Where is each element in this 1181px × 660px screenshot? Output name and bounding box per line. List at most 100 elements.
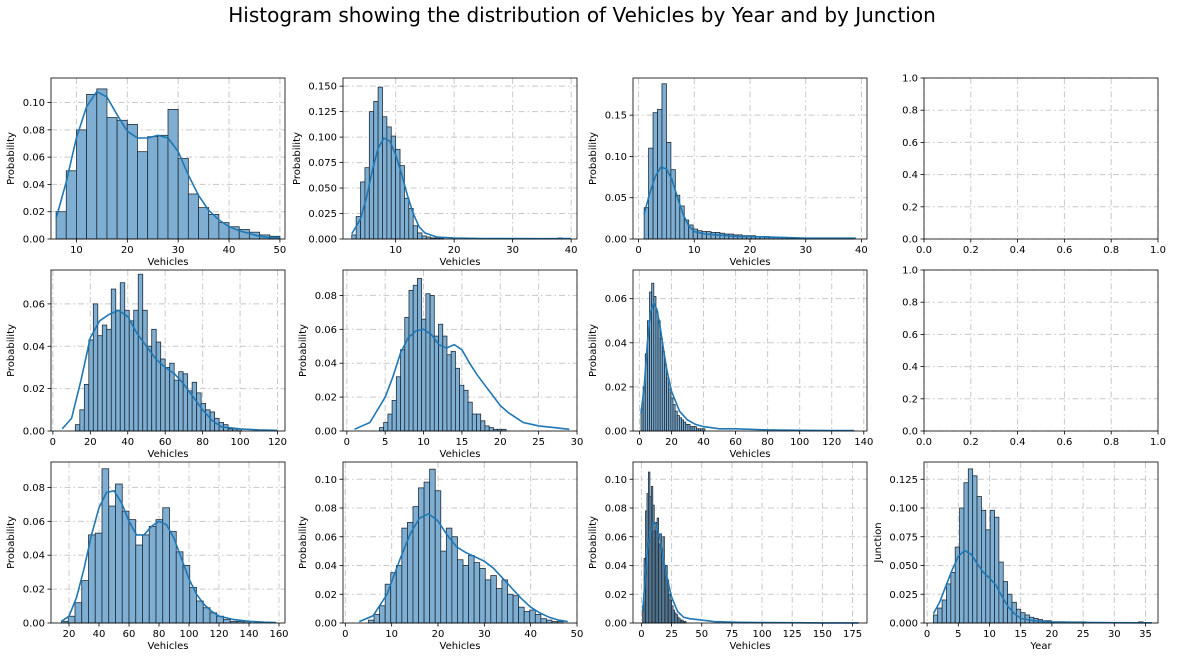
histogram-bar — [187, 193, 199, 240]
y-tick-label: 0.10 — [315, 475, 337, 486]
histogram-bar — [479, 567, 486, 624]
x-tick-label: 40 — [223, 245, 236, 256]
y-tick-label: 0.00 — [605, 619, 627, 630]
y-tick-label: 0.02 — [23, 384, 45, 395]
x-tick-label: 50 — [274, 245, 287, 256]
x-tick-label: 60 — [729, 437, 742, 448]
x-tick-label: 30 — [506, 245, 519, 256]
x-tick-label: 0.2 — [963, 245, 979, 256]
y-tick-label: 0.00 — [23, 619, 45, 630]
histogram-bar — [202, 607, 211, 624]
histogram-bar — [106, 117, 118, 240]
kde-line — [351, 137, 572, 240]
histogram-bar — [383, 422, 389, 432]
y-axis-label: Probability — [6, 132, 17, 185]
y-tick-label: 0.4 — [902, 362, 918, 373]
histogram-bar — [160, 358, 166, 432]
y-tick-label: 0.150 — [308, 82, 337, 93]
axes-frame — [50, 269, 286, 432]
y-tick-label: 0.100 — [889, 504, 918, 515]
x-tick-label: 0.8 — [1103, 437, 1119, 448]
x-tick-label: 140 — [854, 437, 873, 448]
y-tick-label: 0.05 — [605, 193, 627, 204]
axes-frame — [923, 77, 1159, 240]
kde-line — [358, 512, 568, 623]
histogram-bar — [373, 101, 379, 240]
x-tick-label: 25 — [1077, 629, 1090, 640]
kde-line — [643, 166, 856, 239]
histogram-bar — [116, 119, 128, 240]
y-tick-label: 0.06 — [605, 532, 627, 543]
histogram-bar — [459, 384, 465, 432]
subplot-grid: 10 20 30 40 500.000.020.040.060.080.10Vehicl… — [6, 74, 1166, 653]
histogram-bar — [135, 544, 143, 624]
y-axis-label: Probability — [298, 516, 309, 569]
histogram-bar — [155, 341, 162, 432]
histogram-bar — [418, 487, 425, 624]
histogram-bar — [379, 605, 386, 624]
y-tick-label: 0.02 — [23, 585, 45, 596]
x-tick-label: 25 — [532, 437, 545, 448]
histogram-bar — [88, 534, 96, 624]
histogram-bar — [421, 318, 427, 432]
x-tick-label: 0.0 — [916, 437, 932, 448]
histogram-bar — [67, 615, 76, 624]
histogram-bar — [79, 409, 85, 432]
subplot-1-2: 10 20 30 40 0.000 0.025 0.050 0.075 0.100 0.125 0.… — [292, 77, 578, 268]
subplot-1-1: 10 20 30 40 50 0.00 0.02 0.04 0.06 0.08 0.10 Vehicl… — [6, 77, 287, 268]
x-tick-label: 80 — [153, 629, 166, 640]
y-tick-label: 1.0 — [902, 266, 918, 277]
histogram-bar — [74, 424, 81, 432]
subplot-2-1: 0 20 40 60 80 100 120 0.00 0.02 0.04 0.06 Vehicles P… — [6, 269, 287, 460]
y-tick-label: 0.02 — [605, 590, 627, 601]
x-tick-label: 30 — [1108, 629, 1121, 640]
histogram-bar — [710, 231, 716, 240]
figure-suptitle: Histogram showing the distribution of Ve… — [228, 3, 936, 27]
histogram-bar — [994, 516, 1000, 624]
x-tick-label: 40 — [697, 437, 710, 448]
histogram-bar — [518, 606, 525, 624]
x-tick-label: 175 — [843, 629, 862, 640]
histogram-bar — [442, 335, 448, 432]
kde-line — [641, 521, 859, 624]
x-tick-label: 0.4 — [1010, 245, 1026, 256]
kde-line — [61, 309, 278, 432]
histogram-bar — [501, 579, 508, 624]
y-tick-label: 0.04 — [605, 338, 627, 349]
histogram-bar — [124, 309, 130, 432]
kde-line — [55, 90, 280, 239]
histogram-bar — [932, 614, 939, 624]
histogram-bar — [417, 232, 423, 240]
x-tick-label: 10 — [417, 437, 430, 448]
histogram-bar — [480, 420, 486, 432]
histogram-bar — [94, 532, 103, 624]
y-tick-label: 0.04 — [23, 180, 45, 191]
histogram-bar — [74, 602, 83, 624]
axes-frame — [342, 77, 578, 240]
y-tick-label: 0.04 — [23, 342, 45, 353]
histogram-bar — [540, 618, 547, 624]
x-tick-label: 100 — [231, 437, 250, 448]
x-axis-label: Vehicles — [730, 257, 771, 268]
y-axis-label: Probability — [292, 132, 303, 185]
x-tick-label: 25 — [665, 629, 678, 640]
histogram-bar — [484, 579, 492, 624]
histogram-bar — [137, 151, 149, 240]
y-tick-label: 0.02 — [23, 207, 45, 218]
histogram-bar — [434, 490, 442, 624]
y-tick-label: 1.0 — [902, 74, 918, 85]
histogram-bar — [425, 293, 431, 432]
histogram-bar — [546, 619, 553, 624]
x-tick-label: 30 — [571, 437, 584, 448]
y-axis-label: Probability — [588, 324, 599, 377]
histogram-bar — [96, 88, 108, 240]
histogram-bar — [446, 354, 452, 432]
y-axis-label: Probability — [298, 324, 309, 377]
histogram-bar — [950, 572, 956, 624]
histogram-bar — [429, 295, 435, 432]
subplot-3-1: 20 40 60 80 100 120 140 160 0.00 0.02 0.04 0.06 0.08… — [6, 461, 289, 652]
x-tick-label: 0 — [342, 629, 348, 640]
x-tick-label: 50 — [571, 629, 584, 640]
x-axis-label: Vehicles — [148, 641, 189, 652]
y-tick-label: 0.00 — [23, 427, 45, 438]
